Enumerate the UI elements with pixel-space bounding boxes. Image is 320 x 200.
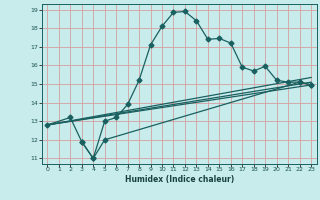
X-axis label: Humidex (Indice chaleur): Humidex (Indice chaleur): [124, 175, 234, 184]
